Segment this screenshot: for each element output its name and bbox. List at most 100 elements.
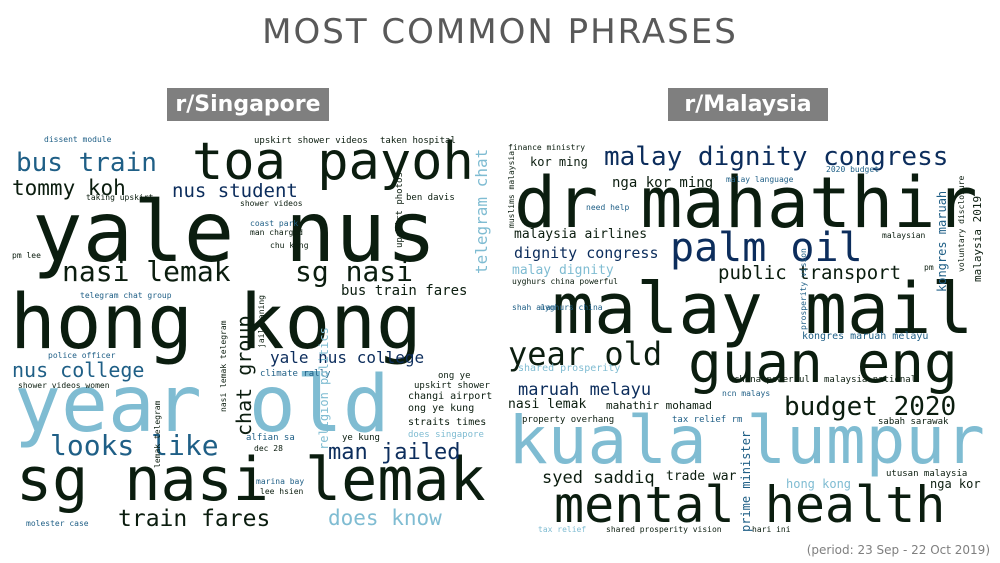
word: marina bay [256, 477, 305, 486]
word: bus train [16, 148, 157, 178]
word: uyghurs china [540, 303, 603, 312]
word: malaysia national [824, 375, 917, 385]
word: sg nasi lemak [16, 445, 486, 515]
word: shower videos [240, 199, 303, 208]
word: religion politics [317, 327, 331, 450]
word: jail caning [257, 295, 266, 348]
word: palm oil [670, 225, 863, 271]
word: upskirt photos [395, 172, 405, 248]
word: malay language [726, 175, 794, 184]
page-title: MOST COMMON PHRASES [262, 12, 738, 52]
word: chat group [232, 315, 256, 436]
word: prime minister [739, 430, 753, 532]
word: public transport [718, 262, 902, 284]
word: yale nus college [270, 348, 425, 367]
word: police officer [48, 351, 116, 360]
word: looks like [50, 429, 219, 462]
word: shared prosperity [518, 363, 621, 374]
word: tommy koh [12, 176, 126, 200]
singapore-word-cloud: yale nus hong kong year old sg nasi lema… [10, 132, 498, 542]
word: mental health [554, 476, 946, 534]
word: need help [586, 203, 630, 212]
word: bus train fares [341, 283, 468, 299]
word: ncn malays [722, 389, 771, 398]
word: tax relief [538, 525, 587, 534]
word: 2020 budget [826, 165, 879, 174]
word: hari ini [752, 525, 791, 534]
word: does know [328, 506, 442, 530]
word: malay mail [552, 268, 974, 350]
period-note: (period: 23 Sep - 22 Oct 2019) [806, 543, 990, 557]
word: straits times [408, 417, 487, 428]
word: nga kor ming [612, 175, 714, 191]
word: taken hospital [380, 136, 456, 146]
word: molester case [26, 519, 89, 528]
word: trade war [666, 469, 737, 484]
word: ye kung [342, 433, 380, 443]
word: nasi lemak [62, 255, 231, 288]
word: guan eng [688, 331, 958, 396]
word: budget 2020 [784, 392, 957, 422]
word: dr mahathir [514, 162, 978, 244]
word: property overhang [522, 415, 615, 425]
word: shower videos women [18, 381, 110, 390]
word: finance ministry [508, 143, 586, 152]
word: ben davis [406, 193, 455, 203]
word: pm [924, 263, 934, 272]
word: toa payoh [192, 132, 474, 192]
word: malay dignity [512, 263, 614, 278]
word: coast park [250, 219, 299, 228]
word: year old [14, 360, 390, 450]
word: telegram chat group [80, 291, 172, 300]
word: prosperity vision [799, 248, 808, 330]
word: alfian sa [246, 433, 295, 443]
word: train fares [118, 506, 271, 532]
word: lee hsien [260, 487, 304, 496]
word: kongres maruah [935, 190, 949, 292]
word: malaysian [882, 231, 926, 240]
word: nga kor [930, 477, 981, 491]
word: muslims malaysia [508, 150, 516, 228]
word: utusan malaysia [886, 469, 968, 479]
word: upskirt shower [414, 381, 490, 391]
word: year old [508, 335, 663, 373]
word: voluntary disclosure [957, 175, 966, 272]
word: kor ming [530, 155, 588, 169]
word: chu kang [270, 241, 309, 250]
word: uyghurs china powerful [512, 277, 618, 286]
word: syed saddiq [542, 468, 655, 488]
malaysia-word-cloud: dr mahathir malay mail kuala lumpur guan… [508, 132, 990, 542]
word: pm lee [12, 251, 41, 260]
word: ong ye kung [408, 403, 475, 414]
word: china powerful [734, 375, 810, 385]
word: kuala lumpur [508, 402, 985, 479]
word: does singapore [408, 430, 484, 440]
word: shared prosperity vision [606, 525, 722, 534]
word: sg nasi [295, 255, 414, 288]
word: dec 28 [254, 444, 283, 453]
word: telegram chat [472, 148, 491, 274]
word: malaysia airlines [514, 227, 648, 242]
word: upskirt shower videos [254, 136, 368, 146]
word: climate rally [260, 369, 331, 379]
word: changi airport [408, 391, 493, 402]
word: nus college [12, 358, 145, 382]
word: malay dignity congress [604, 142, 949, 172]
word: dignity congress [514, 244, 659, 262]
word: dissent module [44, 135, 112, 144]
word: ong ye [438, 371, 471, 381]
malaysia-header: r/Malaysia [668, 88, 828, 121]
singapore-header: r/Singapore [167, 88, 329, 121]
word: mahathir mohamad [606, 399, 712, 412]
word: lemak telegram [153, 400, 162, 468]
word: man jailed [328, 440, 461, 465]
word: yale nus [32, 183, 437, 281]
word: nasi lemak telegram [219, 320, 228, 412]
word: tax relief rm [672, 415, 743, 425]
word: man charged [250, 228, 303, 237]
word: hong kong [10, 277, 422, 366]
word: malaysia 2019 [971, 195, 984, 282]
word: shah alam [512, 303, 556, 312]
word: nasi lemak [508, 397, 587, 412]
word: nus student [172, 180, 298, 202]
